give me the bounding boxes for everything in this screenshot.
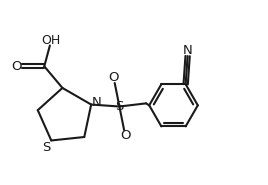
Text: S: S xyxy=(42,141,50,154)
Text: N: N xyxy=(92,96,102,109)
Text: N: N xyxy=(183,44,192,57)
Text: O: O xyxy=(11,60,21,73)
Text: O: O xyxy=(108,71,118,84)
Text: OH: OH xyxy=(41,34,60,47)
Text: O: O xyxy=(120,129,131,142)
Text: S: S xyxy=(115,100,124,113)
